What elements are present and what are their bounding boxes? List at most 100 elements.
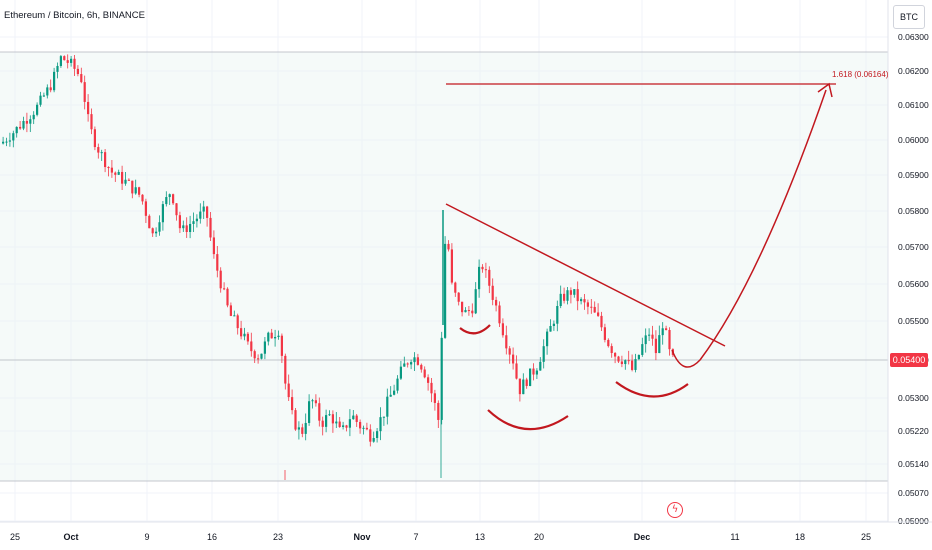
candle-body [600, 315, 603, 328]
lightning-icon[interactable]: ϟ [667, 502, 683, 518]
price-axis[interactable]: 0.06300 0.06200 0.06100 0.06000 0.05900 0.058… [887, 0, 929, 526]
candle-body [66, 60, 69, 63]
candle-body [301, 427, 304, 434]
candle-body [427, 377, 430, 383]
candle-body [607, 339, 610, 347]
candle-body [12, 133, 15, 141]
candle-body [529, 368, 532, 386]
candle-body [382, 416, 385, 418]
candle-body [359, 421, 362, 429]
candle-body [178, 215, 181, 229]
candle-body [352, 415, 355, 420]
candle-body [185, 225, 188, 233]
chart-title: Ethereum / Bitcoin, 6h, BINANCE [4, 10, 145, 21]
price-tick-label: 0.05700 [898, 242, 929, 252]
candle-body [141, 194, 144, 202]
currency-button[interactable]: BTC [893, 5, 925, 29]
candle-body [345, 425, 348, 428]
candle-body [379, 417, 382, 432]
candle-body [423, 369, 426, 378]
candle-body [277, 335, 280, 338]
price-tick-label: 0.05220 [898, 426, 929, 436]
candle-body [240, 328, 243, 337]
candle-body [83, 82, 86, 102]
candle-body [321, 420, 324, 427]
candle-body [151, 228, 154, 234]
time-tick-label: 11 [730, 532, 739, 542]
candle-body [270, 332, 273, 339]
candle-body [603, 327, 606, 340]
price-tick-label: 0.05800 [898, 206, 929, 216]
candle-body [563, 293, 566, 301]
candle-body [617, 356, 620, 362]
candle-body [36, 104, 39, 115]
candle-body [416, 357, 419, 365]
candle-body [223, 288, 226, 290]
price-tick-label: 0.06300 [898, 32, 929, 42]
candlestick-series [2, 54, 674, 480]
candle-body [246, 333, 249, 342]
candle-body [172, 194, 175, 204]
candle-body [668, 329, 671, 350]
candle-body [634, 359, 637, 370]
candle-body [583, 299, 586, 303]
candle-body [335, 421, 338, 424]
candle-body [2, 141, 5, 144]
candle-body [80, 74, 83, 83]
candle-body [386, 396, 389, 417]
candle-body [134, 187, 137, 194]
candle-body [124, 179, 127, 184]
candle-body [620, 361, 623, 365]
time-axis[interactable]: 25 Oct 9 16 23 Nov 7 13 20 Dec 11 18 25 [0, 521, 932, 542]
price-tick-label: 0.05500 [898, 316, 929, 326]
candle-body [216, 254, 219, 271]
candle-body [505, 335, 508, 349]
candle-body [168, 194, 171, 198]
price-tick-label: 0.05000 [898, 516, 929, 526]
candle-body [590, 306, 593, 308]
candle-body [291, 397, 294, 411]
candle-body [508, 348, 511, 355]
candle-body [263, 341, 266, 354]
candle-body [192, 221, 195, 224]
time-tick-label: 25 [10, 532, 20, 542]
candle-body [437, 402, 440, 420]
candle-body [29, 119, 32, 124]
candle-body [471, 310, 474, 314]
candle-body [549, 325, 552, 332]
candle-body [39, 95, 42, 105]
time-tick-label: 16 [207, 532, 217, 542]
candle-body [495, 299, 498, 306]
candle-body [87, 101, 90, 115]
candle-body [209, 217, 212, 238]
candle-body [56, 65, 59, 72]
candle-body [219, 270, 222, 289]
candle-body [525, 379, 528, 386]
candle-body [539, 361, 542, 371]
candle-body [165, 197, 168, 205]
candle-body [467, 310, 470, 312]
candle-body [236, 315, 239, 329]
candle-body [461, 301, 464, 313]
candle-body [297, 427, 300, 430]
candle-body [413, 357, 416, 363]
candle-body [338, 421, 341, 427]
candle-body [532, 368, 535, 375]
candle-body [512, 354, 515, 364]
fib-extension-label: 1.618 (0.06164) [832, 70, 889, 79]
candle-body [369, 429, 372, 442]
candle-body [406, 363, 409, 365]
candle-body [328, 414, 331, 416]
candle-body [641, 344, 644, 355]
candle-body [464, 310, 467, 313]
right-shoulder-arc [615, 381, 689, 398]
candle-body [304, 422, 307, 434]
candle-body [243, 333, 246, 337]
candle-body [182, 225, 185, 229]
candle-body [661, 328, 664, 336]
candle-body [107, 167, 110, 169]
head-arc [487, 409, 569, 431]
candle-body [233, 315, 236, 317]
candle-body [161, 204, 164, 223]
